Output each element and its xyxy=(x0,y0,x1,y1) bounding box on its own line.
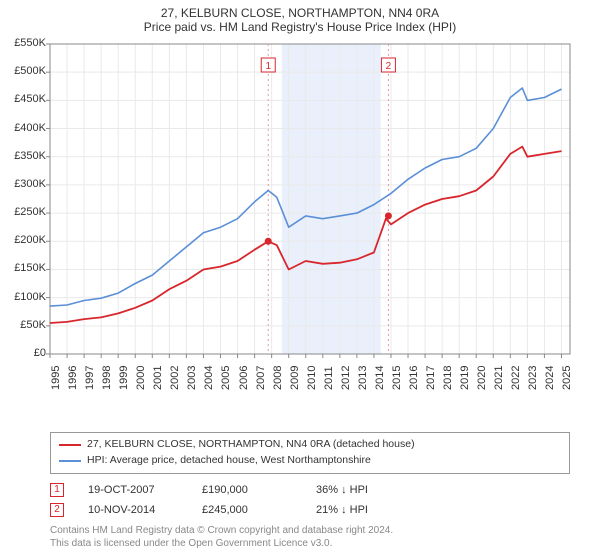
x-tick-label: 2000 xyxy=(135,362,147,390)
x-tick-label: 2008 xyxy=(272,362,284,390)
y-tick-label: £100K xyxy=(2,291,46,303)
event-table: 1 19-OCT-2007 £190,000 36% ↓ HPI 2 10-NOV-201… xyxy=(50,480,570,520)
x-tick-label: 1997 xyxy=(84,362,96,390)
chart-plot-wrap: 12 £0£50K£100K£150K£200K£250K£300K£350K£… xyxy=(0,38,600,398)
x-tick-label: 1996 xyxy=(67,362,79,390)
event-row: 1 19-OCT-2007 £190,000 36% ↓ HPI xyxy=(50,480,570,500)
x-tick-label: 2023 xyxy=(527,362,539,390)
footer-line-2: This data is licensed under the Open Gov… xyxy=(50,537,570,550)
event-marker: 1 xyxy=(50,483,64,497)
x-tick-label: 2016 xyxy=(408,362,420,390)
x-tick-label: 2011 xyxy=(323,362,335,390)
x-tick-label: 1995 xyxy=(50,362,62,390)
legend-item: 27, KELBURN CLOSE, NORTHAMPTON, NN4 0RA … xyxy=(59,437,561,453)
y-tick-label: £250K xyxy=(2,206,46,218)
svg-text:2: 2 xyxy=(386,61,392,72)
chart-title-sub: Price paid vs. HM Land Registry's House … xyxy=(0,20,600,38)
x-tick-label: 2025 xyxy=(561,362,573,390)
x-tick-label: 2005 xyxy=(220,362,232,390)
x-tick-label: 2019 xyxy=(459,362,471,390)
x-tick-label: 2007 xyxy=(255,362,267,390)
chart-title-main: 27, KELBURN CLOSE, NORTHAMPTON, NN4 0RA xyxy=(0,0,600,20)
event-date: 10-NOV-2014 xyxy=(88,504,178,516)
line-chart: 12 xyxy=(0,38,600,398)
x-tick-label: 2021 xyxy=(493,362,505,390)
legend-label: HPI: Average price, detached house, West… xyxy=(87,453,371,469)
x-tick-label: 2017 xyxy=(425,362,437,390)
x-tick-label: 2013 xyxy=(357,362,369,390)
event-marker: 2 xyxy=(50,503,64,517)
x-tick-label: 2020 xyxy=(476,362,488,390)
y-tick-label: £300K xyxy=(2,178,46,190)
x-tick-label: 2012 xyxy=(340,362,352,390)
legend-label: 27, KELBURN CLOSE, NORTHAMPTON, NN4 0RA … xyxy=(87,437,415,453)
footer-attribution: Contains HM Land Registry data © Crown c… xyxy=(50,524,570,550)
x-tick-label: 1998 xyxy=(101,362,113,390)
chart-container: 27, KELBURN CLOSE, NORTHAMPTON, NN4 0RA … xyxy=(0,0,600,560)
footer-line-1: Contains HM Land Registry data © Crown c… xyxy=(50,524,570,537)
y-tick-label: £50K xyxy=(2,319,46,331)
x-tick-label: 2004 xyxy=(203,362,215,390)
x-tick-label: 1999 xyxy=(118,362,130,390)
svg-text:1: 1 xyxy=(265,61,271,72)
x-tick-label: 2006 xyxy=(238,362,250,390)
event-delta: 36% ↓ HPI xyxy=(316,484,406,496)
x-tick-label: 2009 xyxy=(289,362,301,390)
y-tick-label: £450K xyxy=(2,93,46,105)
y-tick-label: £550K xyxy=(2,37,46,49)
event-delta: 21% ↓ HPI xyxy=(316,504,406,516)
event-price: £190,000 xyxy=(202,484,292,496)
x-tick-label: 2014 xyxy=(374,362,386,390)
y-tick-label: £350K xyxy=(2,150,46,162)
y-tick-label: £150K xyxy=(2,262,46,274)
legend-swatch xyxy=(59,444,81,446)
event-date: 19-OCT-2007 xyxy=(88,484,178,496)
event-row: 2 10-NOV-2014 £245,000 21% ↓ HPI xyxy=(50,500,570,520)
y-tick-label: £0 xyxy=(2,347,46,359)
x-tick-label: 2001 xyxy=(152,362,164,390)
x-tick-label: 2003 xyxy=(186,362,198,390)
event-price: £245,000 xyxy=(202,504,292,516)
x-tick-label: 2010 xyxy=(306,362,318,390)
legend-swatch xyxy=(59,460,81,462)
legend-item: HPI: Average price, detached house, West… xyxy=(59,453,561,469)
x-tick-label: 2002 xyxy=(169,362,181,390)
x-tick-label: 2022 xyxy=(510,362,522,390)
y-tick-label: £500K xyxy=(2,65,46,77)
x-tick-label: 2018 xyxy=(442,362,454,390)
legend: 27, KELBURN CLOSE, NORTHAMPTON, NN4 0RA … xyxy=(50,432,570,474)
y-tick-label: £200K xyxy=(2,234,46,246)
y-tick-label: £400K xyxy=(2,122,46,134)
x-tick-label: 2024 xyxy=(544,362,556,390)
x-tick-label: 2015 xyxy=(391,362,403,390)
